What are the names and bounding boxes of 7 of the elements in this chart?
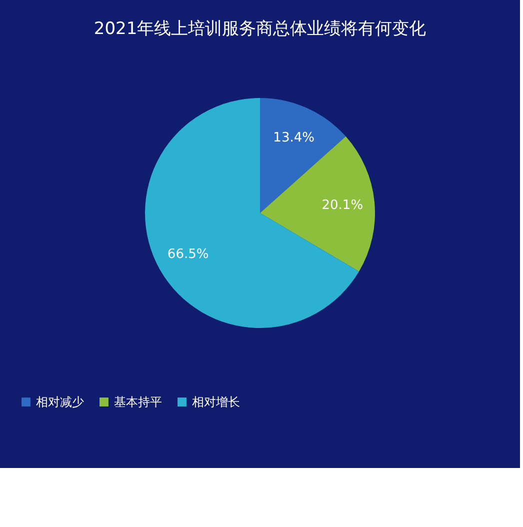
legend-label: 基本持平 [114,395,162,409]
chart-title: 2021年线上培训服务商总体业绩将有何变化 [94,19,426,39]
legend-label: 相对增长 [192,395,240,409]
legend-label: 相对减少 [36,395,84,409]
data-label: 66.5% [167,247,209,262]
data-label: 20.1% [322,198,364,213]
data-label: 13.4% [273,130,314,146]
